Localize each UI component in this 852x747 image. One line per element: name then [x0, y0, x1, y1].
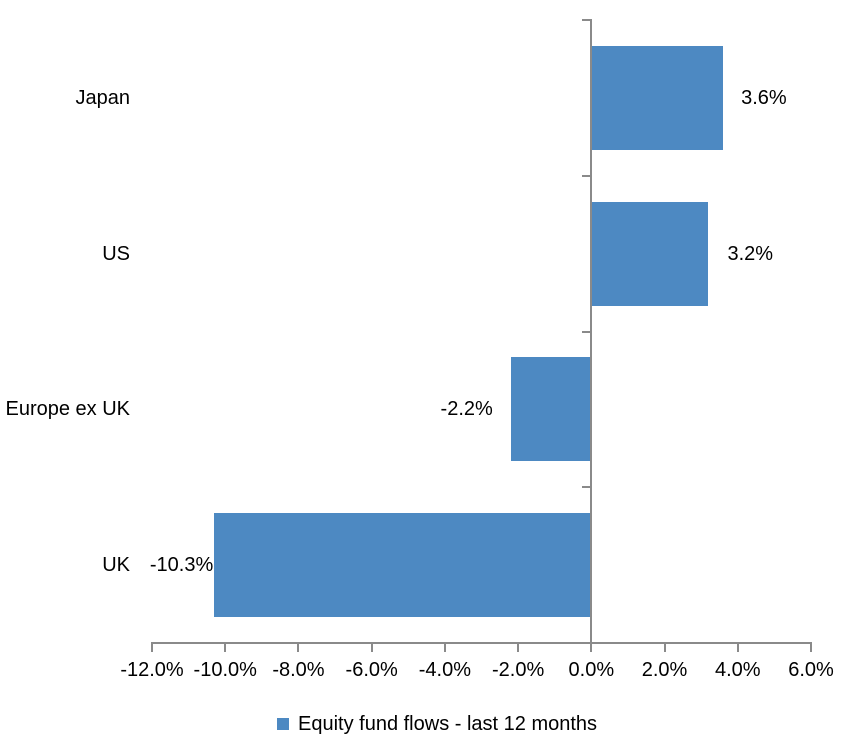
- x-axis-tick: [517, 644, 520, 652]
- x-tick-label-6: 0.0%: [568, 659, 615, 681]
- x-axis-tick: [151, 644, 153, 652]
- category-label-us: US: [102, 242, 130, 265]
- x-axis-tick: [224, 644, 227, 652]
- x-tick-label-4: -4.0%: [418, 659, 471, 681]
- x-tick-label-0: -12.0%: [120, 659, 184, 681]
- x-tick-label-8: 4.0%: [714, 659, 761, 681]
- category-label-uk: UK: [102, 554, 130, 577]
- x-axis-tick: [663, 644, 666, 652]
- x-axis-tick: [810, 644, 812, 652]
- x-axis-tick: [590, 644, 593, 652]
- bar-europe-ex-uk: [510, 357, 592, 462]
- category-label-europe-ex-uk: Europe ex UK: [5, 398, 130, 421]
- category-tick: [582, 330, 591, 333]
- x-axis-tick: [370, 644, 373, 652]
- x-axis-line: [151, 642, 812, 644]
- x-tick-label-5: -2.0%: [491, 659, 545, 681]
- category-label-japan: Japan: [75, 86, 131, 109]
- x-tick-label-3: -6.0%: [345, 659, 398, 681]
- data-label-uk: -10.3%: [149, 554, 214, 577]
- legend-label: Equity fund flows - last 12 months: [298, 712, 598, 735]
- x-tick-label-2: -8.0%: [272, 659, 325, 681]
- data-label-europe-ex-uk: -2.2%: [440, 398, 493, 421]
- x-axis-tick: [443, 644, 446, 652]
- x-tick-label-7: 2.0%: [641, 659, 688, 681]
- x-axis-tick: [736, 644, 739, 652]
- x-tick-label-1: -10.0%: [193, 659, 257, 681]
- legend-marker-icon: [277, 717, 289, 730]
- x-axis-tick: [297, 644, 300, 652]
- bar-uk: [214, 513, 592, 618]
- category-tick: [582, 174, 591, 177]
- x-tick-label-9: 6.0%: [788, 659, 834, 681]
- category-tick: [582, 19, 591, 21]
- category-tick: [582, 486, 591, 489]
- legend: Equity fund flows - last 12 months: [277, 711, 597, 736]
- bar-us: [591, 201, 709, 306]
- data-label-japan: 3.6%: [741, 86, 787, 109]
- data-label-us: 3.2%: [727, 242, 774, 265]
- y-axis-line: [590, 19, 593, 644]
- bar-japan: [591, 45, 724, 150]
